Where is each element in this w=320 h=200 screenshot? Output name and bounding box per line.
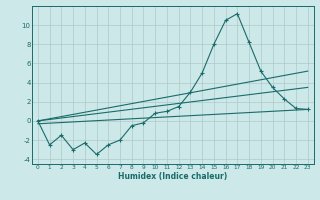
X-axis label: Humidex (Indice chaleur): Humidex (Indice chaleur) [118, 172, 228, 181]
